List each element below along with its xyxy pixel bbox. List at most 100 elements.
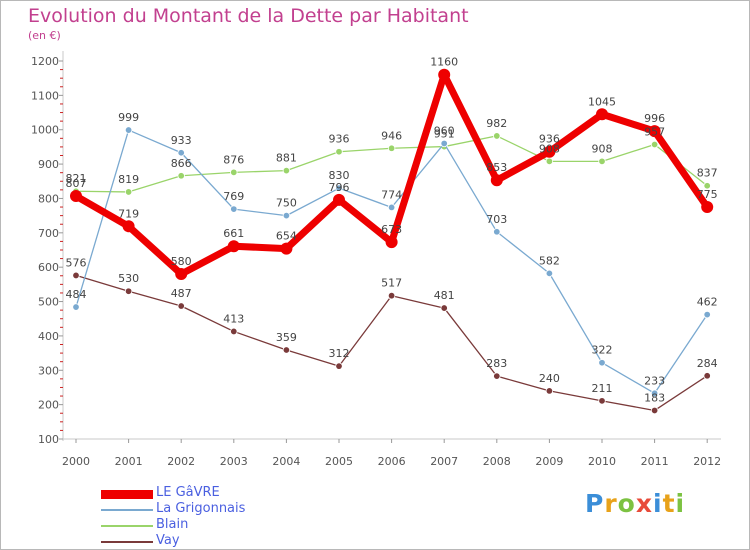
data-label: 996 [644,112,665,125]
data-label: 936 [329,133,350,146]
data-label: 957 [644,126,665,139]
data-point [177,302,185,310]
data-label: 866 [171,157,192,170]
proxiti-logo: Proxiti [585,489,685,518]
data-label: 719 [118,207,139,220]
data-point [545,157,554,166]
data-point [650,140,659,149]
y-tick-label: 700 [38,227,59,240]
data-label: 283 [486,357,507,370]
data-point [177,172,185,180]
data-label: 908 [592,142,613,155]
x-tick-label: 2008 [483,455,511,468]
data-label: 821 [66,172,87,185]
data-point [333,193,345,206]
data-label: 830 [329,169,350,182]
data-point [124,126,133,134]
x-tick-label: 2004 [272,455,300,468]
data-point [387,144,396,152]
data-label: 1045 [588,95,616,108]
data-point [335,362,343,370]
data-label: 951 [434,128,455,141]
data-label: 796 [329,181,350,194]
legend-swatch [101,541,153,543]
chart-title: Evolution du Montant de la Dette par Hab… [28,5,469,27]
data-point [648,125,661,138]
legend-swatch [101,489,153,499]
data-label: 487 [171,287,192,300]
data-label: 774 [381,188,402,201]
legend-swatch [101,509,153,511]
x-tick-label: 2003 [220,455,248,468]
data-label: 413 [223,312,244,325]
data-label: 819 [118,173,139,186]
data-label: 960 [434,124,455,137]
data-label: 933 [171,134,192,147]
y-tick-label: 300 [38,364,59,377]
data-label: 322 [592,344,613,357]
data-point [545,269,554,278]
data-label: 183 [644,391,665,404]
x-tick-label: 2007 [430,455,458,468]
x-tick-label: 2009 [535,455,563,468]
x-tick-label: 2001 [115,455,143,468]
data-point [227,240,240,253]
legend-label: Vay [156,533,180,548]
data-point [650,389,659,397]
data-point [598,157,606,166]
data-label: 312 [329,347,350,360]
data-point [72,271,80,280]
data-point [493,228,501,236]
y-tick-label: 200 [38,399,59,412]
data-point [280,242,293,255]
data-label: 908 [539,142,560,155]
data-point [177,149,185,157]
x-tick-label: 2011 [641,455,669,468]
data-label: 580 [171,255,192,268]
x-tick-label: 2005 [325,455,353,468]
data-point [703,182,711,190]
data-point [124,287,133,295]
x-tick-label: 2006 [378,455,406,468]
data-label: 654 [276,230,297,243]
x-tick-label: 2002 [167,455,195,468]
data-label: 750 [276,197,297,210]
legend-swatch [101,525,153,527]
data-point [282,166,291,175]
data-label: 661 [223,227,244,240]
data-label: 484 [66,288,87,301]
x-tick-label: 2000 [62,455,90,468]
data-label: 837 [697,167,718,180]
data-point [282,211,291,220]
data-point [703,310,711,319]
data-point [440,304,448,312]
data-label: 881 [276,152,297,165]
data-point [387,292,396,300]
data-label: 876 [223,153,244,166]
data-label: 359 [276,331,297,344]
data-point [438,68,451,81]
data-point [122,220,135,233]
y-tick-label: 500 [38,296,59,309]
y-tick-label: 1000 [31,124,59,137]
logo-letter: r [604,489,618,518]
logo-letter: x [635,489,653,518]
legend-label: Blain [156,517,189,532]
data-label: 517 [381,277,402,290]
data-point [440,139,448,148]
data-point [545,387,554,395]
data-label: 284 [697,357,718,370]
data-point [543,145,556,158]
data-label: 211 [592,382,613,395]
data-label: 233 [644,374,665,387]
data-label: 576 [66,256,87,269]
x-tick-label: 2010 [588,455,616,468]
data-label: 582 [539,254,560,267]
data-point [124,188,133,196]
data-point [493,372,501,380]
data-point [596,108,608,121]
data-point [385,236,398,249]
y-tick-label: 1100 [31,89,59,102]
